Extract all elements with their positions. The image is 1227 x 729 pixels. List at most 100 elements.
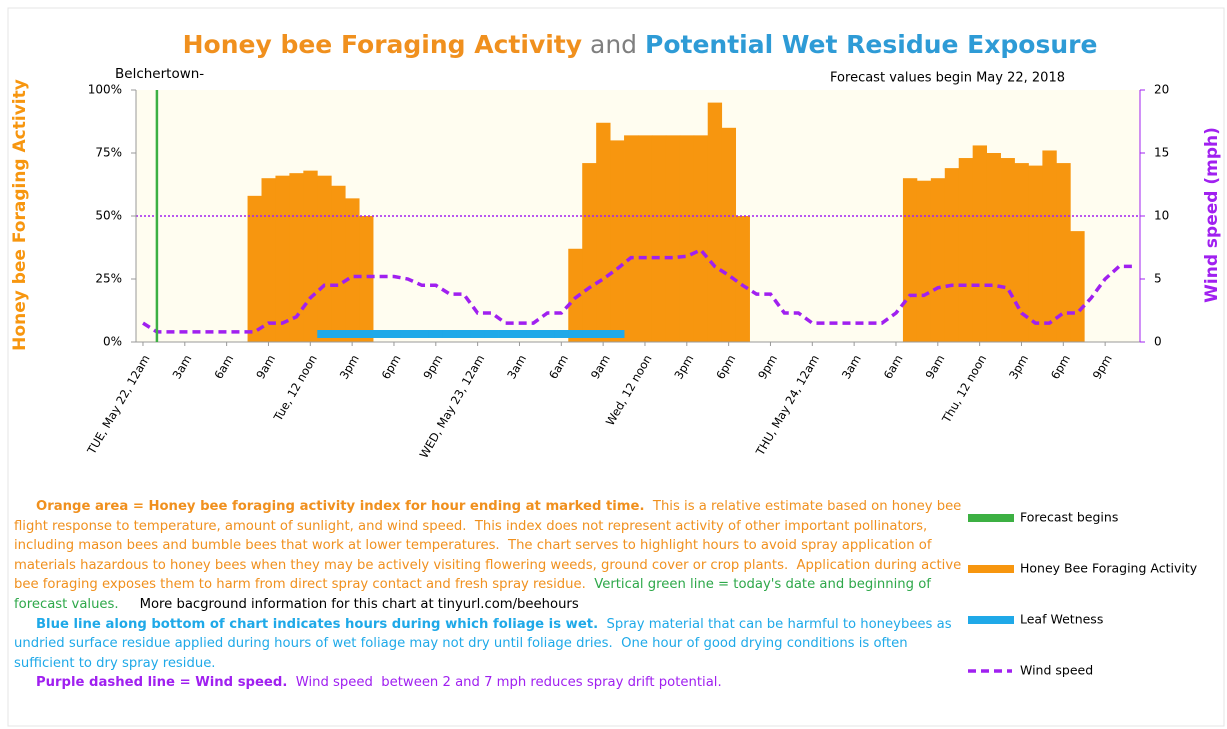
bar	[610, 140, 625, 342]
y2-tick-label: 10	[1154, 209, 1169, 223]
bar	[638, 135, 653, 342]
x-tick-label: 9am	[253, 352, 278, 381]
wetness-bar	[373, 330, 388, 338]
bar	[916, 180, 932, 342]
legend-label: Honey Bee Foraging Activity	[1020, 561, 1198, 576]
bar	[596, 122, 611, 342]
x-tick-label: 6pm	[1048, 352, 1073, 381]
wetness-bar	[568, 330, 583, 338]
note-text: Orange area = Honey bee foraging activit…	[36, 499, 645, 514]
wetness-bar	[400, 330, 416, 338]
notes: Orange area = Honey bee foraging activit…	[14, 497, 964, 693]
y2-tick-label: 15	[1154, 146, 1169, 160]
bar	[693, 135, 709, 342]
wetness-bar	[512, 330, 527, 338]
bar	[735, 216, 750, 342]
wetness-bar	[387, 330, 402, 338]
x-tick-label: TUE, May 22, 12am	[84, 352, 153, 457]
bar	[1028, 165, 1043, 342]
bar	[1014, 163, 1029, 342]
bar	[679, 135, 695, 342]
x-tick-label: 6am	[546, 352, 571, 381]
legend-swatch	[968, 565, 1014, 573]
chart-title: Honey bee Foraging Activity and Potentia…	[183, 30, 1098, 59]
bar	[902, 178, 918, 342]
bar	[651, 135, 667, 342]
note-text: Spray material that can be harmful to ho…	[14, 616, 956, 671]
y2-axis-title: Wind speed (mph)	[1202, 127, 1222, 303]
wetness-bar	[582, 330, 597, 338]
bar	[275, 175, 290, 342]
y2-tick-label: 5	[1154, 272, 1162, 286]
note-paragraph: Orange area = Honey bee foraging activit…	[14, 497, 964, 615]
bar	[359, 216, 374, 342]
x-tick-label: 9pm	[755, 352, 780, 381]
wetness-bar	[610, 330, 625, 338]
y-tick-label: 50%	[95, 209, 122, 223]
bar	[247, 195, 262, 342]
bar	[303, 170, 318, 342]
x-tick-label: 3pm	[337, 352, 362, 381]
bar	[958, 158, 974, 342]
location: Belchertown-	[115, 66, 204, 82]
x-tick-label: 9pm	[1090, 352, 1115, 381]
x-tick-label: 6am	[211, 352, 236, 381]
bar	[1000, 158, 1015, 342]
bar	[1056, 163, 1071, 342]
bar	[944, 168, 960, 342]
y-tick-label: 75%	[95, 146, 122, 160]
bar	[624, 135, 639, 342]
y-tick-label: 0%	[103, 335, 122, 349]
x-tick-label: 3am	[839, 352, 864, 381]
wetness-bar	[484, 330, 499, 338]
wetness-bar	[470, 330, 486, 338]
legend-label: Forecast begins	[1020, 510, 1118, 525]
bar	[972, 145, 988, 342]
note-text: More bacground information for this char…	[118, 596, 579, 612]
wetness-bar	[540, 330, 555, 338]
wetness-bar	[554, 330, 569, 338]
x-tick-label: 3am	[504, 352, 529, 381]
bar	[331, 185, 346, 342]
bar	[345, 198, 360, 342]
frame	[7, 7, 1225, 727]
y2-tick-label: 0	[1154, 335, 1162, 349]
note-text: Vertical green line = today's date and b…	[14, 577, 936, 612]
note-text: Purple dashed line = Wind speed.	[36, 675, 288, 691]
y-tick-label: 25%	[95, 272, 122, 286]
x-tick-label: 9pm	[420, 352, 445, 381]
x-tick-label: 9am	[923, 352, 948, 381]
wetness-bar	[359, 330, 374, 338]
bar	[707, 102, 723, 342]
bar	[1070, 231, 1085, 342]
legend-label: Leaf Wetness	[1020, 612, 1103, 627]
y-axis-title: Honey bee Foraging Activity	[10, 79, 30, 351]
bar	[568, 248, 583, 342]
wetness-bar	[456, 330, 472, 338]
wetness-bar	[498, 330, 513, 338]
y2-tick-label: 20	[1154, 83, 1169, 97]
x-tick-label: Wed, 12 noon	[603, 352, 655, 428]
wetness-bar	[442, 330, 458, 338]
bar	[986, 153, 1001, 342]
title-part: Potential Wet Residue Exposure	[645, 30, 1097, 59]
bar	[261, 178, 276, 342]
x-tick-label: 6am	[881, 352, 906, 381]
bar	[1042, 150, 1057, 342]
note-text: Blue line along bottom of chart indicate…	[36, 616, 599, 632]
legend-label: Wind speed	[1020, 663, 1093, 678]
legend-swatch	[968, 616, 1014, 624]
wetness-bar	[596, 330, 611, 338]
x-tick-label: Tue, 12 noon	[270, 352, 320, 424]
x-tick-label: 3am	[170, 352, 195, 381]
forecast-note: Forecast values begin May 22, 2018	[830, 71, 1065, 86]
x-tick-label: 6pm	[379, 352, 404, 381]
wetness-bar	[345, 330, 360, 338]
note-text: This is a relative estimate based on hon…	[14, 499, 966, 593]
note-text: Wind speed between 2 and 7 mph reduces s…	[287, 675, 722, 691]
wetness-bar	[414, 330, 430, 338]
wetness-bar	[331, 330, 346, 338]
bar	[721, 127, 737, 342]
